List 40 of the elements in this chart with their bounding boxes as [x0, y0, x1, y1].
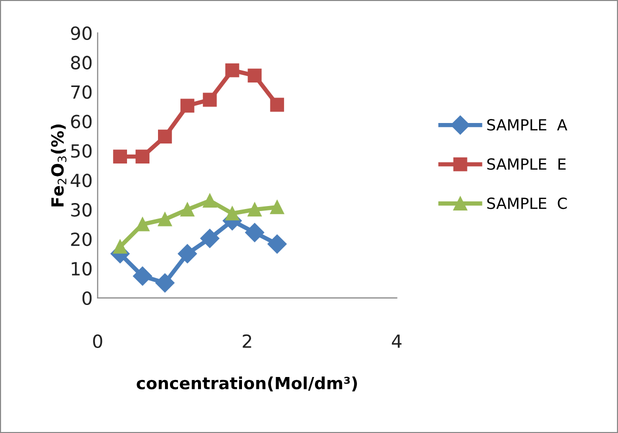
x-tick-label: 0: [93, 334, 102, 348]
legend-label: SAMPLE A: [487, 119, 568, 131]
point: [132, 266, 152, 286]
legend-label: SAMPLE C: [487, 198, 567, 210]
point: [136, 217, 150, 232]
point: [113, 150, 128, 164]
x-tick-label: 2: [242, 334, 252, 348]
point: [245, 223, 264, 242]
point: [270, 200, 284, 214]
y-tick-label: 60: [71, 114, 92, 128]
y-tick-label: 10: [72, 262, 92, 276]
point: [158, 130, 172, 144]
point: [158, 212, 172, 226]
point: [248, 68, 262, 83]
point: [155, 273, 174, 292]
point: [180, 98, 194, 113]
point: [180, 202, 194, 217]
point: [225, 63, 240, 78]
point: [136, 150, 150, 164]
point: [202, 92, 217, 107]
y-tick-label: 0: [82, 291, 92, 306]
point: [248, 202, 262, 217]
legend-label: SAMPLE E: [487, 158, 566, 170]
y-tick-label: 30: [71, 203, 92, 217]
point: [178, 244, 197, 264]
y-tick-label: 20: [71, 232, 92, 246]
point: [268, 234, 287, 254]
y-tick-label: 50: [71, 144, 92, 158]
y-tick-label: 90: [70, 26, 92, 40]
y-tick-label: 80: [71, 56, 92, 70]
x-axis-title: concentration(Mol/dm³): [136, 376, 357, 392]
point: [113, 240, 128, 254]
point: [225, 206, 240, 220]
point: [202, 194, 217, 208]
y-tick-label: 70: [71, 85, 92, 99]
point: [270, 98, 284, 112]
point: [200, 228, 220, 248]
y-tick-label: 40: [70, 174, 92, 188]
x-tick-label: 4: [392, 334, 402, 348]
y-axis-title: Fe$_{2}$O$_{3}$(%): [50, 124, 66, 206]
